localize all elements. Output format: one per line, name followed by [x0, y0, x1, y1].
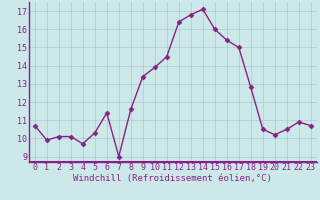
X-axis label: Windchill (Refroidissement éolien,°C): Windchill (Refroidissement éolien,°C): [73, 174, 272, 183]
